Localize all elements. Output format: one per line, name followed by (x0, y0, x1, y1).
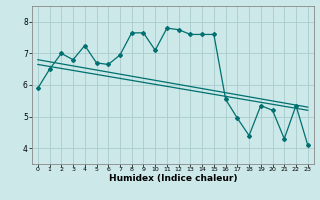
X-axis label: Humidex (Indice chaleur): Humidex (Indice chaleur) (108, 174, 237, 183)
